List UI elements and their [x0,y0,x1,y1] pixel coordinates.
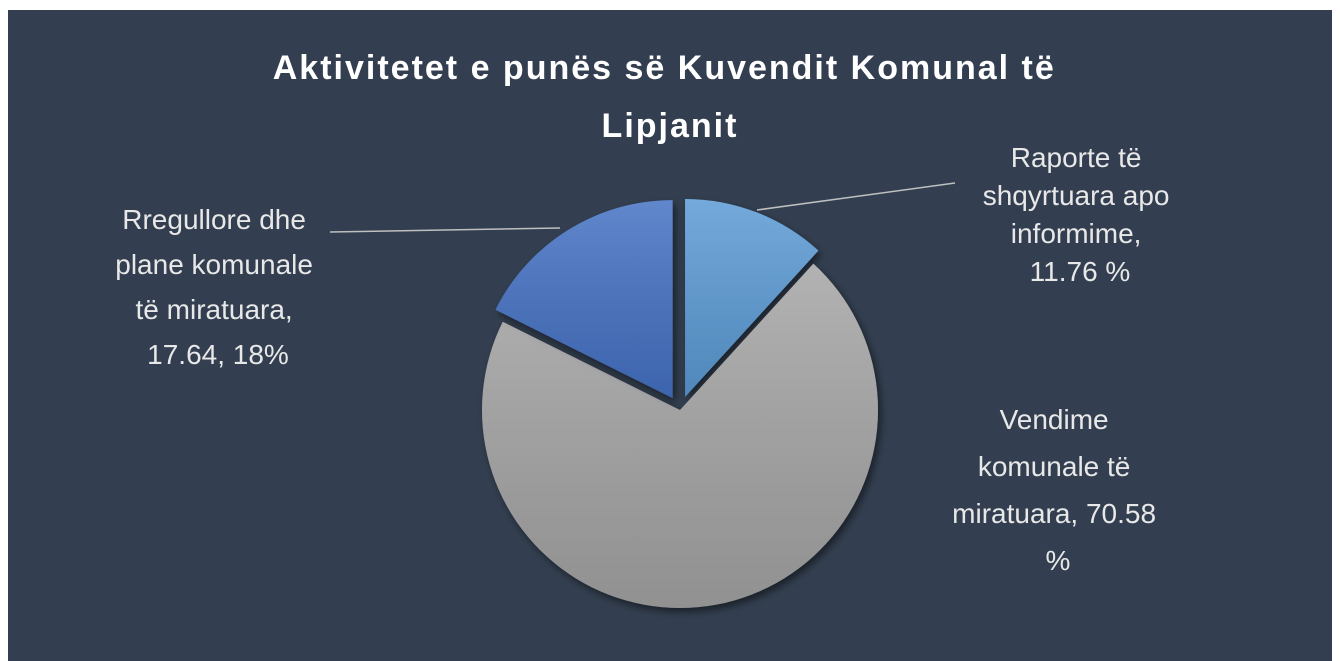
leader-line [756,182,956,211]
chart-title: Aktivitetet e punës së Kuvendit Komunal … [273,49,1067,145]
slice-shade [481,263,878,609]
slice-shade [495,200,673,399]
data-label: Vendime komunale të miratuara, 70.58 % [952,404,1164,576]
slice-shade [685,198,819,397]
pie [481,198,878,609]
data-label: Rregullore dhe plane komunale të miratua… [115,204,320,370]
leader-line [329,227,561,233]
data-label: Raporte të shqyrtuara apo informime, 11.… [983,142,1178,287]
